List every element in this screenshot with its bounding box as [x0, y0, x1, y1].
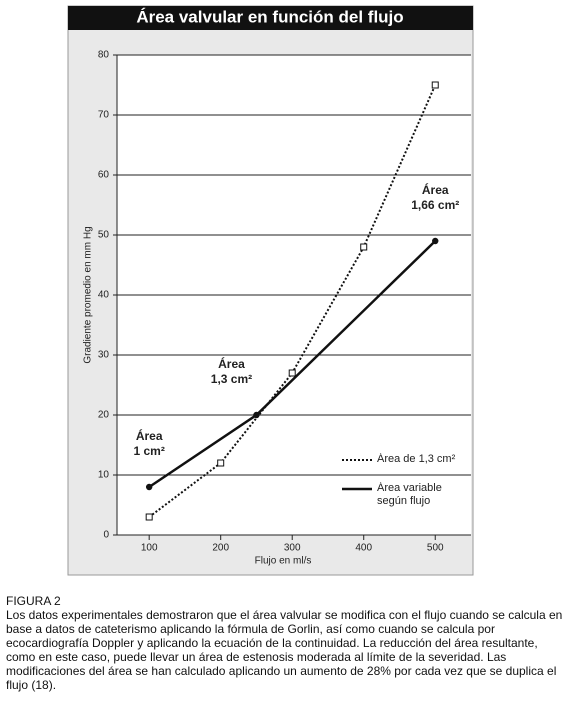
- figure-label: FIGURA 2: [6, 594, 61, 608]
- caption-text: Los datos experimentales demostraron que…: [6, 608, 563, 692]
- y-axis-label: Gradiente promedio en mm Hg: [83, 226, 94, 363]
- point: [145, 513, 153, 521]
- y-tick-label: 0: [103, 530, 109, 541]
- point: [432, 237, 439, 245]
- chart-title: Área valvular en función del flujo: [136, 7, 403, 26]
- annotation: 1 cm²: [134, 444, 165, 458]
- y-tick-label: 80: [98, 50, 110, 61]
- point: [288, 369, 296, 377]
- legend-entry: Área variable según flujo: [377, 482, 442, 507]
- point: [145, 483, 153, 491]
- legend-entry: Área de 1,3 cm²: [377, 453, 456, 465]
- y-tick-label: 40: [98, 290, 110, 301]
- x-axis-label: Flujo en ml/s: [255, 556, 312, 567]
- point: [360, 243, 368, 251]
- legend-label: Área de 1,3 cm²: [377, 453, 456, 465]
- x-tick-label: 400: [355, 543, 372, 554]
- y-tick-label: 20: [98, 410, 110, 421]
- y-tick-label: 50: [98, 230, 110, 241]
- caption: FIGURA 2 Los datos experimentales demost…: [6, 594, 564, 692]
- chart: Área valvular en función del flujo Flujo…: [67, 5, 474, 576]
- annotation: 1,3 cm²: [211, 372, 252, 386]
- point: [217, 459, 225, 467]
- annotation: Área: [218, 356, 245, 371]
- x-tick-label: 200: [212, 543, 229, 554]
- legend-label: Área variable según flujo: [377, 482, 442, 507]
- annotation: 1,66 cm²: [411, 198, 459, 212]
- annotation: Área: [422, 182, 449, 197]
- annotation: Área: [136, 428, 163, 443]
- y-tick-label: 30: [98, 350, 110, 361]
- title-bar: [68, 6, 473, 30]
- x-tick-label: 300: [284, 543, 301, 554]
- point: [253, 411, 260, 419]
- x-tick-label: 100: [141, 543, 158, 554]
- y-tick-label: 10: [98, 470, 110, 481]
- point: [431, 81, 439, 89]
- y-tick-label: 60: [98, 170, 110, 181]
- x-tick-label: 500: [427, 543, 444, 554]
- y-tick-label: 70: [98, 110, 110, 121]
